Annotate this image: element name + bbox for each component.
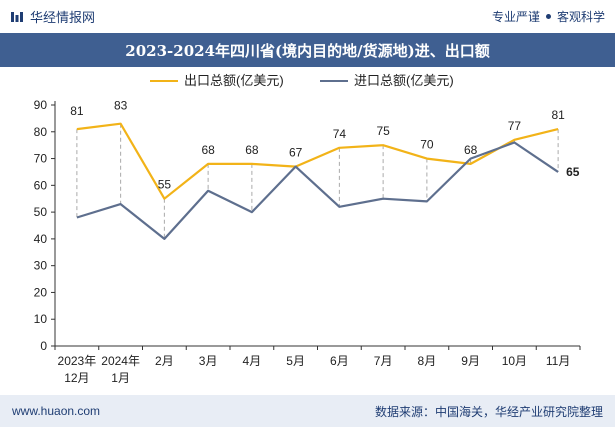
y-tick-label: 90 [34, 98, 48, 112]
legend-label-0: 出口总额(亿美元) [184, 73, 284, 88]
line-chart: 出口总额(亿美元) 进口总额(亿美元) 0 10 20 30 40 50 60 70 80 90 202… [34, 73, 581, 385]
tag-professional: 专业严谨 [491, 10, 540, 24]
y-tick-label: 60 [34, 178, 48, 192]
x-tick-label: 6月 [330, 354, 349, 368]
footer-url[interactable]: www.huaon.com [12, 404, 101, 418]
y-tick-label: 50 [34, 205, 48, 219]
series-line-1 [76, 141, 559, 240]
x-tick-label: 11月 [546, 354, 570, 368]
bullet-icon [545, 14, 551, 19]
data-label-export: 74 [333, 127, 347, 141]
data-source: 数据来源：中国海关，华经产业研究院整理 [374, 404, 603, 419]
y-tick-label: 30 [34, 259, 48, 273]
data-label-export: 81 [70, 104, 84, 118]
brand-name: 华经情报网 [30, 10, 96, 25]
y-tick-label: 40 [34, 232, 48, 246]
data-label-export: 68 [201, 143, 215, 157]
x-tick-label: 4月 [243, 354, 262, 368]
x-tick-label: 10月 [502, 354, 527, 368]
brand: 华经情报网 [10, 7, 95, 26]
x-tick-label: 8月 [418, 354, 437, 368]
data-label-export: 68 [245, 143, 259, 157]
data-label-export: 77 [508, 119, 522, 133]
data-label-export: 81 [551, 108, 565, 122]
tag-objective: 客观科学 [556, 10, 605, 24]
x-tick-label: 9月 [461, 354, 480, 368]
header-tags: 专业严谨 客观科学 [492, 8, 605, 25]
x-tick-label: 2023年 [58, 354, 97, 368]
y-tick-label: 0 [40, 339, 47, 353]
series-line-0 [76, 122, 559, 200]
x-tick-label: 1月 [111, 371, 130, 385]
x-tick-label: 3月 [199, 354, 218, 368]
data-label-import: 65 [566, 165, 580, 179]
legend-label-1: 进口总额(亿美元) [354, 73, 454, 88]
top-bar: 华经情报网 专业严谨 客观科学 [0, 0, 615, 33]
y-tick-label: 80 [34, 125, 48, 139]
x-tick-label: 2月 [155, 354, 174, 368]
x-tick-label: 7月 [374, 354, 393, 368]
x-tick-label: 2024年 [101, 354, 140, 368]
chart-title: 2023-2024年四川省(境内目的地/货源地)进、出口额 [0, 33, 615, 67]
data-label-export: 83 [114, 99, 128, 113]
data-label-export: 75 [376, 124, 390, 138]
y-tick-label: 70 [34, 152, 48, 166]
y-tick-label: 20 [34, 285, 48, 299]
data-label-export: 68 [464, 143, 478, 157]
footer: www.huaon.com 数据来源：中国海关，华经产业研究院整理 [0, 395, 615, 427]
data-label-export: 67 [289, 146, 303, 160]
x-tick-label: 12月 [64, 371, 89, 385]
data-label-export: 55 [158, 178, 172, 192]
data-label-export: 70 [420, 138, 434, 152]
y-tick-label: 10 [34, 312, 48, 326]
brand-logo-icon [11, 11, 23, 22]
x-tick-label: 5月 [286, 354, 305, 368]
